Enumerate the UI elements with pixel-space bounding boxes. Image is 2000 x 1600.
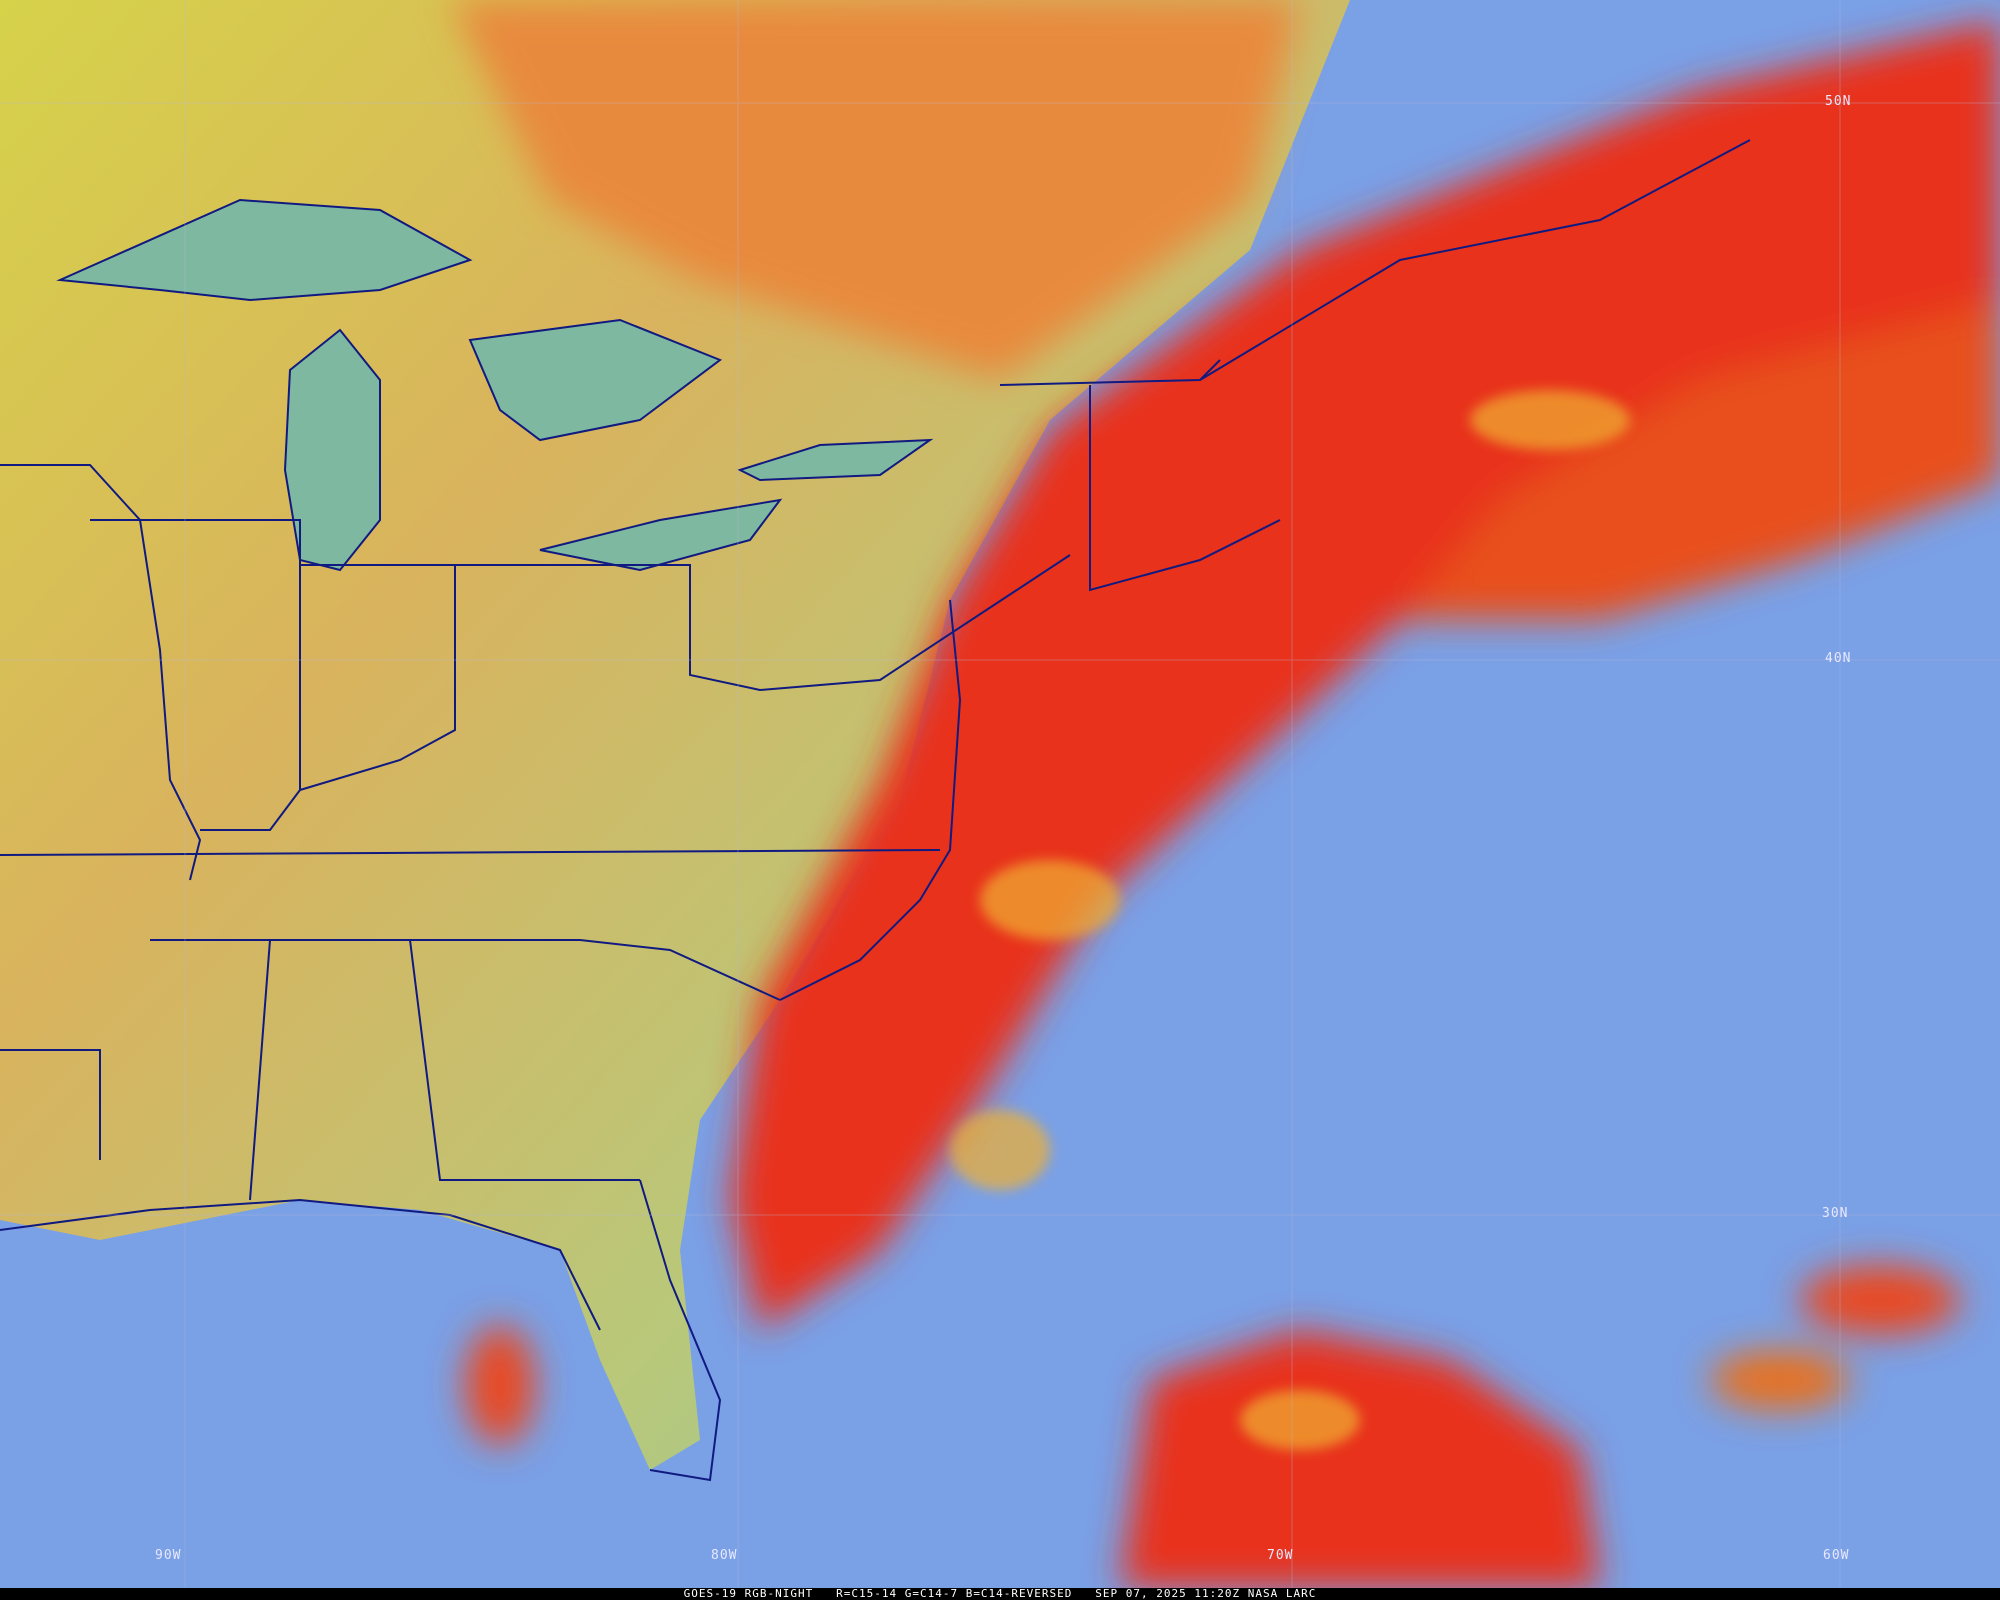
longitude-label-70w: 70W xyxy=(1267,1548,1294,1563)
latitude-label-30n: 30N xyxy=(1822,1206,1849,1221)
latitude-label-40n: 40N xyxy=(1825,651,1852,666)
political-boundaries xyxy=(0,139,1751,1482)
longitude-label-80w: 80W xyxy=(711,1548,738,1563)
longitude-label-60w: 60W xyxy=(1823,1548,1850,1563)
cloud-cluster-east xyxy=(1800,1265,1960,1335)
cloud-cluster-gulf xyxy=(465,1325,535,1445)
great-lakes xyxy=(56,198,934,572)
longitude-label-90w: 90W xyxy=(155,1548,182,1563)
latitude-label-50n: 50N xyxy=(1825,94,1852,109)
cloud-band-eastern xyxy=(1400,300,2000,620)
cloud-cluster-east2 xyxy=(1710,1350,1850,1410)
cloud-band-frontal xyxy=(730,20,2000,1330)
image-caption-bar: GOES-19 RGB-NIGHT R=C15-14 G=C14-7 B=C14… xyxy=(0,1588,2000,1600)
cloud-cluster-south xyxy=(1120,1330,1600,1588)
cloud-band-north xyxy=(450,0,1300,380)
